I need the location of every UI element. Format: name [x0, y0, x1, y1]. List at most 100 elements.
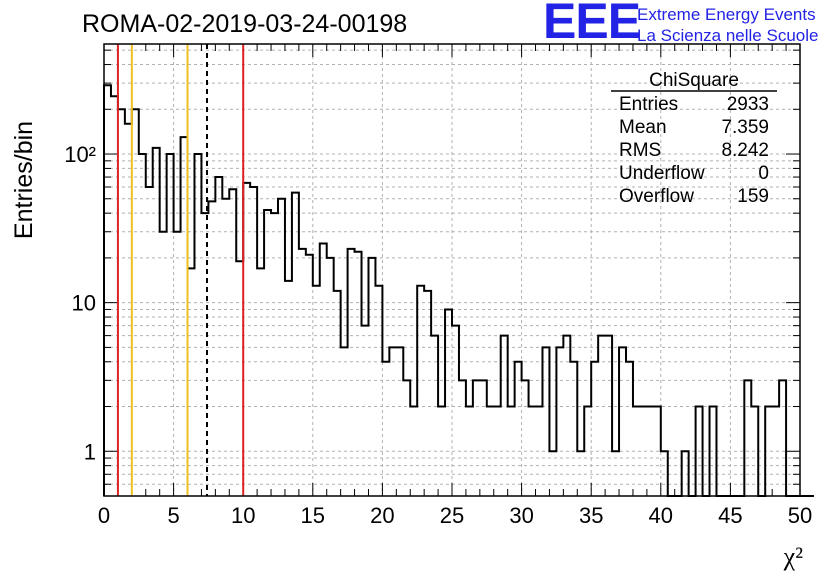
histogram-bin [563, 336, 570, 496]
x-tick-label: 35 [579, 503, 603, 528]
histogram-bin [772, 407, 779, 496]
histogram-bin [355, 252, 362, 496]
histogram-bin [424, 291, 431, 496]
histogram-bin [577, 451, 584, 496]
x-tick-label: 40 [649, 503, 673, 528]
x-tick-label: 50 [788, 503, 812, 528]
histogram-bin [765, 407, 772, 496]
histogram-bin [598, 336, 605, 496]
histogram-bin [417, 286, 424, 496]
histogram-bin [431, 336, 438, 496]
histogram-bin [334, 291, 341, 496]
histogram-bin [661, 451, 668, 496]
x-tick-label: 30 [509, 503, 533, 528]
histogram-bin [710, 407, 717, 496]
histogram-bin [271, 213, 278, 496]
histogram-bin [605, 336, 612, 496]
x-tick-label: 20 [370, 503, 394, 528]
histogram-bin [208, 201, 215, 496]
histogram-bin [619, 347, 626, 496]
x-tick-label: 45 [718, 503, 742, 528]
histogram-bin [403, 380, 410, 496]
histogram-bin [410, 407, 417, 496]
histogram-bin [744, 380, 751, 496]
histogram-bin [487, 407, 494, 496]
histogram-bin [278, 199, 285, 496]
y-axis-label: Entries/bin [10, 121, 38, 239]
histogram-bin [111, 96, 118, 496]
x-tick-label: 15 [301, 503, 325, 528]
histogram-bin [153, 148, 160, 496]
histogram-bin [459, 380, 466, 496]
histogram-bin [104, 85, 111, 496]
stats-label: Mean [619, 117, 667, 138]
stats-title: ChiSquare [649, 70, 739, 91]
histogram-bin [167, 154, 174, 496]
histogram-bin [626, 362, 633, 496]
histogram-bin [348, 249, 355, 496]
histogram-bin [389, 347, 396, 496]
histogram-bin [320, 244, 327, 496]
histogram-bin [160, 232, 167, 496]
histogram-bin [633, 407, 640, 496]
logo-mark: EEE [543, 0, 641, 49]
histogram-bin [139, 154, 146, 496]
stats-value: 7.359 [721, 117, 769, 138]
histogram-bin [508, 407, 515, 496]
stats-label: Underflow [619, 163, 705, 184]
histogram-bin [779, 380, 786, 496]
x-tick-label: 25 [440, 503, 464, 528]
histogram-bin [654, 407, 661, 496]
x-axis-label: χ² [783, 542, 804, 571]
histogram-bin [257, 268, 264, 496]
x-tick-label: 10 [231, 503, 255, 528]
histogram-bin [285, 281, 292, 496]
run-title: ROMA-02-2019-03-24-00198 [82, 10, 408, 38]
histogram-bin [751, 407, 758, 496]
stats-label: RMS [619, 140, 661, 161]
histogram-bin [327, 258, 334, 496]
histogram-bin [118, 109, 125, 496]
histogram-bin [696, 407, 703, 496]
histogram-bin [292, 193, 299, 496]
histogram-bin [243, 183, 250, 496]
histogram-bin [306, 255, 313, 496]
histogram-bin [313, 286, 320, 496]
histogram-bin [515, 362, 522, 496]
histogram-bin [229, 189, 236, 496]
histogram-bin [194, 154, 201, 496]
stats-value: 0 [758, 163, 769, 184]
histogram-bin [494, 407, 501, 496]
histogram-bin [188, 268, 195, 496]
labels-layer: 0 5 10 15 20 25 30 35 40 45 50 1 10 10² Entries/bin χ² [10, 121, 812, 571]
histogram-bin [362, 326, 369, 496]
histogram-bin [480, 380, 487, 496]
logo-line-1: Extreme Energy Events [637, 5, 816, 24]
stats-value: 159 [737, 186, 769, 207]
histogram-layer [103, 84, 814, 497]
histogram-bin [549, 451, 556, 496]
histogram-bin [682, 451, 689, 496]
histogram-bin [236, 261, 243, 496]
histogram-bin [396, 347, 403, 496]
stats-value: 2933 [727, 94, 769, 115]
reference-lines-layer [116, 44, 245, 496]
histogram-bin [375, 286, 382, 496]
histogram-bin [250, 187, 257, 496]
y-tick-label: 10 [72, 291, 96, 316]
histogram-bin [522, 380, 529, 496]
histogram-bin [181, 137, 188, 496]
plot-frame [103, 43, 801, 497]
histogram-bin [132, 109, 139, 496]
histogram-bin [612, 451, 619, 496]
stats-box: ChiSquare Entries 2933 Mean 7.359 RMS 8.242 Und… [611, 70, 777, 207]
stats-label: Overflow [619, 186, 694, 207]
histogram-bin [529, 407, 536, 496]
histogram-bin [382, 362, 389, 496]
histogram-bin [501, 336, 508, 496]
x-tick-label: 0 [98, 503, 110, 528]
histogram-bin [536, 407, 543, 496]
frame-layer [103, 43, 801, 497]
histogram-bin [647, 407, 654, 496]
